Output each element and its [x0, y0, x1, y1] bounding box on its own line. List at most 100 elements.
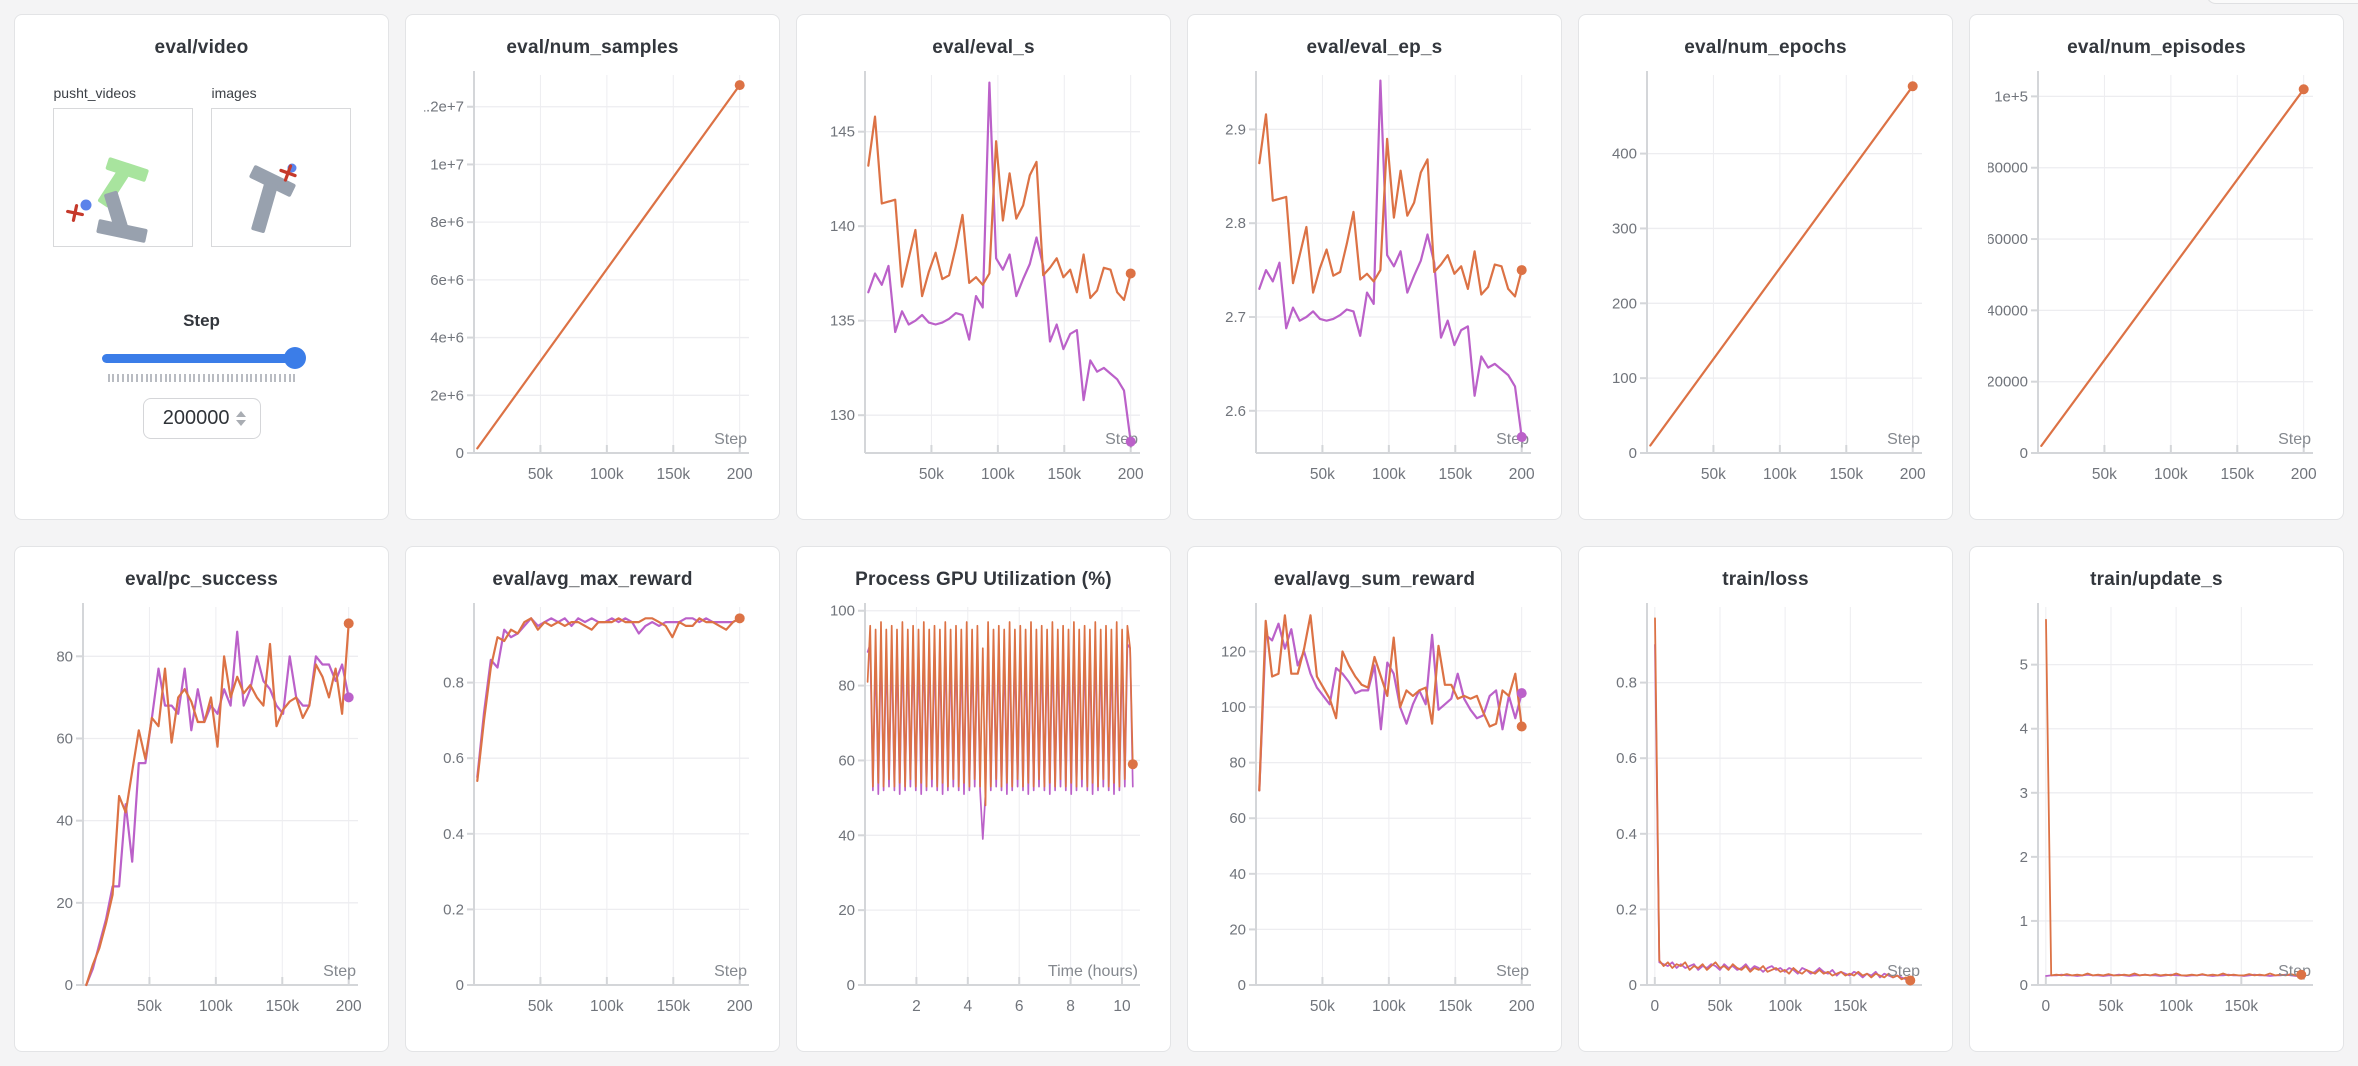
svg-text:100k: 100k: [590, 466, 624, 483]
svg-text:0.8: 0.8: [443, 675, 464, 692]
svg-text:0: 0: [2020, 977, 2028, 994]
chart-plot-area[interactable]: 0 20 40 60 80 50k 100k 150k 200 Step: [33, 593, 370, 1033]
svg-text:50k: 50k: [1310, 998, 1335, 1015]
svg-text:4: 4: [963, 998, 972, 1015]
agent-dot-icon: [80, 199, 91, 211]
chart-plot-area[interactable]: 2.6 2.7 2.8 2.9 50k 100k 150k 200 Step: [1206, 61, 1543, 501]
chart-title: eval/eval_s: [932, 37, 1035, 58]
step-input-box: [142, 398, 261, 439]
svg-text:10: 10: [1113, 998, 1131, 1015]
panel-train-loss: train/loss 0 0.2 0.4 0.6 0.8 0 50k 100k 150k Step: [1578, 546, 1953, 1052]
svg-text:0: 0: [65, 977, 73, 994]
svg-text:Step: Step: [2278, 963, 2311, 980]
chart-plot-area[interactable]: 0 2e+6 4e+6 6e+6 8e+6 1e+7 1.2e+7 50k 100k 150k 20…: [424, 61, 761, 501]
chart-plot-area[interactable]: 0 0.2 0.4 0.6 0.8 0 50k 100k 150k Step: [1597, 593, 1934, 1033]
panel-eval-eval-s: eval/eval_s 130 135 140 145 50k 100k 150k 200 St…: [796, 14, 1171, 520]
chart-title: Process GPU Utilization (%): [855, 569, 1112, 590]
svg-text:2.6: 2.6: [1225, 403, 1246, 420]
step-slider-label: Step: [183, 311, 220, 330]
svg-text:60000: 60000: [1988, 231, 2028, 248]
panel-eval-eval-ep-s: eval/eval_ep_s 2.6 2.7 2.8 2.9 50k 100k 150k 20…: [1187, 14, 1562, 520]
svg-text:130: 130: [830, 407, 855, 424]
svg-text:100: 100: [1612, 370, 1637, 387]
svg-text:80: 80: [1229, 755, 1246, 772]
svg-text:0: 0: [1629, 445, 1637, 462]
svg-text:40: 40: [1229, 866, 1246, 883]
object-t-gray-icon: [95, 190, 148, 243]
clipped-panel-edge: [2206, 0, 2358, 4]
svg-text:50k: 50k: [2098, 998, 2123, 1015]
svg-text:200: 200: [1900, 466, 1926, 483]
svg-text:8: 8: [1066, 998, 1075, 1015]
panel-eval-avg-max-reward: eval/avg_max_reward 0 0.2 0.4 0.6 0.8 50k 100k…: [405, 546, 780, 1052]
chart-title: eval/pc_success: [124, 569, 278, 590]
chart-title: eval/num_epochs: [1684, 37, 1847, 58]
svg-text:100k: 100k: [981, 466, 1015, 483]
panel-eval-num-epochs: eval/num_epochs 0 100 200 300 400 50k 100k 150k…: [1578, 14, 1953, 520]
chart-plot-area[interactable]: 0 1 2 3 4 5 0 50k 100k 150k Step: [1988, 593, 2325, 1033]
chart-title: eval/num_samples: [506, 37, 679, 58]
chart-plot-area[interactable]: 0 20 40 60 80 100 2 4 6 8 10 Time (hours): [815, 593, 1152, 1033]
svg-text:100k: 100k: [199, 998, 233, 1015]
svg-text:20: 20: [1229, 921, 1246, 938]
svg-text:60: 60: [838, 752, 855, 769]
svg-text:8e+6: 8e+6: [430, 214, 464, 231]
goal-cross-icon: [278, 164, 297, 182]
step-slider-track[interactable]: [101, 354, 302, 363]
chart-title: eval/avg_max_reward: [492, 569, 693, 590]
chart-plot-area[interactable]: 0 100 200 300 400 50k 100k 150k 200 Step: [1597, 61, 1934, 501]
svg-text:60: 60: [1229, 810, 1246, 827]
chart-plot-area[interactable]: 0 20 40 60 80 100 120 50k 100k 150k 200 Step: [1206, 593, 1543, 1033]
svg-text:150k: 150k: [1834, 998, 1868, 1015]
pusht-video-thumbnail[interactable]: [52, 108, 193, 247]
svg-text:1.2e+7: 1.2e+7: [424, 99, 464, 116]
panel-train-update-s: train/update_s 0 1 2 3 4 5 0 50k 100k 150k Step: [1969, 546, 2344, 1052]
svg-text:20: 20: [56, 895, 73, 912]
stepper-down-icon[interactable]: [235, 420, 246, 426]
chart-title: train/loss: [1722, 569, 1809, 590]
step-value-input[interactable]: [157, 407, 230, 430]
svg-text:20000: 20000: [1988, 374, 2028, 391]
svg-text:200: 200: [727, 998, 753, 1015]
svg-text:50k: 50k: [1707, 998, 1732, 1015]
step-stepper[interactable]: [235, 411, 246, 426]
svg-text:Step: Step: [1887, 431, 1920, 448]
step-slider-thumb[interactable]: [283, 347, 306, 369]
svg-text:2.7: 2.7: [1225, 309, 1246, 326]
video-column-pusht: pusht_videos: [52, 85, 193, 247]
step-slider[interactable]: [101, 347, 306, 369]
svg-text:0.6: 0.6: [443, 750, 464, 767]
chart-plot-area[interactable]: 0 20000 40000 60000 80000 1e+5 50k 100k 150k 200 S…: [1988, 61, 2325, 501]
panel-eval-video: eval/video pusht_videos: [14, 14, 389, 520]
svg-text:120: 120: [1221, 643, 1246, 660]
svg-text:0: 0: [456, 445, 464, 462]
chart-plot-area[interactable]: 0 0.2 0.4 0.6 0.8 50k 100k 150k 200 Step: [424, 593, 761, 1033]
pusht-scene-image: [53, 109, 192, 246]
svg-text:200: 200: [727, 466, 753, 483]
svg-text:1e+5: 1e+5: [1994, 88, 2028, 105]
svg-text:200: 200: [336, 998, 362, 1015]
svg-text:150k: 150k: [1829, 466, 1863, 483]
svg-text:150k: 150k: [1438, 998, 1472, 1015]
svg-text:50k: 50k: [1310, 466, 1335, 483]
stepper-up-icon[interactable]: [235, 411, 246, 417]
panel-eval-num-episodes: eval/num_episodes 0 20000 40000 60000 80000 1…: [1969, 14, 2344, 520]
svg-text:0: 0: [1651, 998, 1660, 1015]
object-t-gray-icon: [248, 165, 296, 233]
svg-text:0: 0: [1238, 977, 1246, 994]
slider-tick-marks: [107, 374, 296, 382]
svg-text:50k: 50k: [1701, 466, 1726, 483]
chart-plot-area[interactable]: 130 135 140 145 50k 100k 150k 200 Step: [815, 61, 1152, 501]
svg-text:150k: 150k: [2225, 998, 2259, 1015]
chart-title: eval/avg_sum_reward: [1273, 569, 1476, 590]
images-thumbnail[interactable]: [210, 108, 351, 247]
panel-gpu-utilization: Process GPU Utilization (%) 0 20 40 60 80 100…: [796, 546, 1171, 1052]
svg-text:135: 135: [830, 313, 855, 330]
panel-eval-avg-sum-reward: eval/avg_sum_reward 0 20 40 60 80 100 120 50k 10…: [1187, 546, 1562, 1052]
svg-text:6: 6: [1015, 998, 1024, 1015]
svg-text:0: 0: [456, 977, 464, 994]
svg-text:2: 2: [2020, 849, 2028, 866]
svg-text:4e+6: 4e+6: [430, 330, 464, 347]
chart-title: train/update_s: [2090, 569, 2223, 590]
